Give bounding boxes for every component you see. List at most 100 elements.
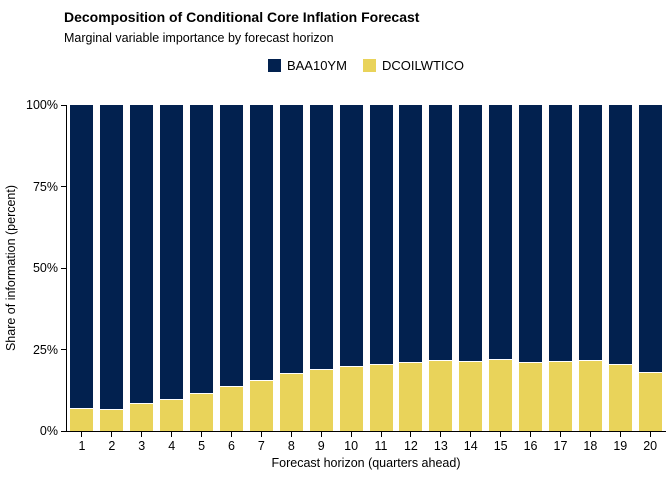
bar-segment-dcoilwtico-13 [429,361,453,431]
bar-segment-baa10ym-17 [548,105,572,363]
x-tick-mark-13 [440,432,442,437]
bar-column-11 [366,105,396,431]
y-tick-mark-0 [61,430,66,432]
x-axis-line [66,431,666,432]
legend-label: DCOILWTICO [381,58,465,73]
plot-area [67,105,665,431]
legend-label: BAA10YM [286,58,347,73]
stacked-bar-17 [548,105,572,431]
bar-segment-dcoilwtico-11 [369,364,393,431]
x-tick-label: 20 [643,439,658,453]
bar-segment-baa10ym-12 [399,105,423,364]
x-tick-cell [336,432,366,437]
x-axis-tick-marks [67,432,665,437]
stacked-bar-1 [70,105,94,431]
x-tick-label: 13 [433,439,448,453]
x-tick-label: 16 [523,439,538,453]
bar-segment-baa10ym-14 [459,105,483,363]
stacked-bar-5 [190,105,214,431]
bar-column-15 [486,105,516,431]
x-tick-cell [187,432,217,437]
bar-segment-dcoilwtico-16 [519,363,543,431]
stacked-bar-20 [638,105,662,431]
x-tick-cell [546,432,576,437]
x-tick-mark-19 [619,432,621,437]
bar-segment-dcoilwtico-10 [339,367,363,431]
y-tick-mark-50 [61,267,66,269]
x-tick-label: 3 [138,439,146,453]
bar-segment-baa10ym-16 [519,105,543,364]
x-tick-label: 12 [403,439,418,453]
x-tick-label: 4 [168,439,176,453]
bar-segment-dcoilwtico-20 [638,372,662,431]
x-tick-cell [67,432,97,437]
bar-segment-dcoilwtico-8 [279,374,303,431]
stacked-bar-12 [399,105,423,431]
stacked-bar-3 [130,105,154,431]
stacked-bar-6 [219,105,243,431]
bar-column-5 [187,105,217,431]
legend-swatch-dcoilwtico [362,59,376,72]
x-tick-label: 10 [344,439,359,453]
chart-subtitle: Marginal variable importance by forecast… [64,31,334,45]
x-tick-cell [426,432,456,437]
bar-segment-baa10ym-8 [279,105,303,375]
bar-column-10 [336,105,366,431]
x-tick-cell [635,432,665,437]
x-tick-label: 9 [317,439,325,453]
stacked-bar-8 [279,105,303,431]
x-tick-cell [217,432,247,437]
bar-segment-baa10ym-13 [429,105,453,362]
x-axis-title: Forecast horizon (quarters ahead) [271,456,461,470]
bar-column-6 [217,105,247,431]
y-tick-mark-100 [61,104,66,106]
bar-column-12 [396,105,426,431]
x-tick-mark-16 [530,432,532,437]
x-tick-label: 11 [374,439,388,453]
bar-column-8 [276,105,306,431]
y-axis-line [66,105,67,432]
bar-column-19 [605,105,635,431]
x-tick-mark-20 [649,432,651,437]
x-tick-cell [157,432,187,437]
bar-segment-dcoilwtico-15 [489,360,513,431]
bar-column-17 [546,105,576,431]
x-tick-label: 14 [463,439,478,453]
bar-column-14 [456,105,486,431]
stacked-bar-7 [249,105,273,431]
bar-segment-dcoilwtico-5 [190,394,214,431]
bar-segment-dcoilwtico-4 [160,400,184,431]
legend-item-baa10ym: BAA10YM [267,58,347,73]
x-tick-mark-3 [141,432,143,437]
x-tick-label: 2 [108,439,116,453]
bar-segment-baa10ym-10 [339,105,363,368]
x-tick-label: 18 [583,439,598,453]
x-tick-cell [97,432,127,437]
y-tick-label: 25% [32,342,58,357]
bar-segment-baa10ym-15 [489,105,513,361]
x-tick-mark-4 [171,432,173,437]
x-tick-mark-12 [410,432,412,437]
stacked-bar-16 [519,105,543,431]
legend-swatch-baa10ym [267,59,281,72]
legend: BAA10YM DCOILWTICO [67,58,665,73]
legend-item-dcoilwtico: DCOILWTICO [362,58,465,73]
bar-column-4 [157,105,187,431]
stacked-bar-15 [489,105,513,431]
x-axis-tick-labels: 1 2 3 4 5 6 7 8 9 10 11 12 13 14 15 16 17 18 19 20 [67,439,665,453]
x-tick-cell [456,432,486,437]
x-tick-mark-15 [500,432,502,437]
bar-segment-dcoilwtico-12 [399,363,423,431]
bar-segment-baa10ym-18 [578,105,602,362]
stacked-bar-19 [608,105,632,431]
bar-segment-dcoilwtico-9 [309,370,333,431]
bar-column-20 [635,105,665,431]
bar-segment-dcoilwtico-3 [130,403,154,431]
x-tick-mark-1 [81,432,83,437]
bar-segment-baa10ym-6 [219,105,243,387]
chart-title: Decomposition of Conditional Core Inflat… [64,9,420,25]
y-axis-title: Share of information (percent) [4,184,18,352]
stacked-bar-11 [369,105,393,431]
x-tick-label: 19 [613,439,628,453]
